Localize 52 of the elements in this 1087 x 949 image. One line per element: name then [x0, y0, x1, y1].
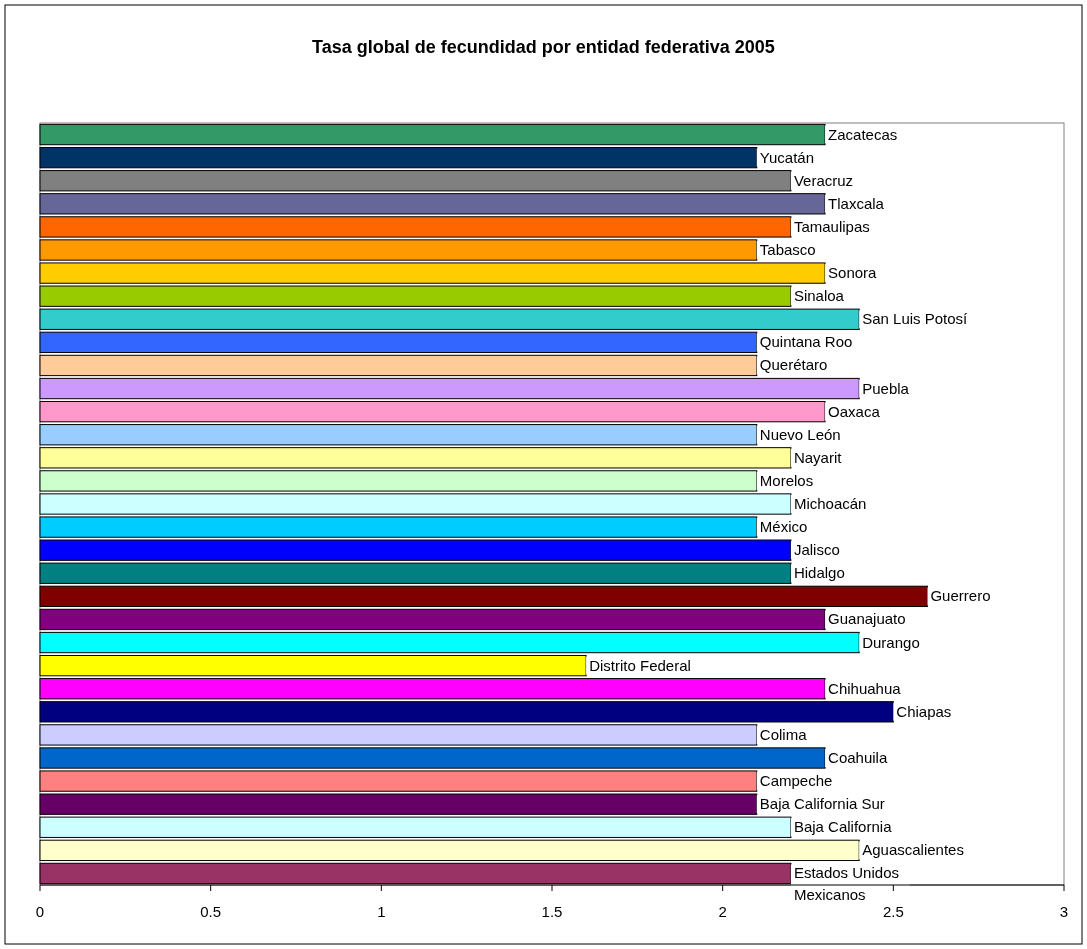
y-tick-label: Chiapas [896, 702, 952, 720]
chart-title: Tasa global de fecundidad por entidad federativa 2005 [312, 37, 775, 57]
y-tick-label: Michoacán [793, 495, 867, 512]
y-tick-label: Veracruz [793, 171, 854, 189]
bar [39, 400, 826, 423]
y-tick-label: Colima [759, 725, 808, 743]
x-tick-label: 0 [35, 903, 45, 920]
y-tick-label: Jalisco [793, 541, 840, 559]
y-tick-label: Querétaro [759, 356, 828, 374]
y-tick-label: Puebla [862, 379, 910, 397]
x-tick-label: 0.5 [200, 903, 222, 920]
bar [39, 654, 587, 677]
bar [39, 631, 860, 654]
x-tick-label: 2.5 [882, 903, 904, 920]
y-tick-label: Aguascalientes [862, 841, 964, 859]
bar [39, 123, 826, 146]
y-tick-label: Estados Unidos Mexicanos [793, 864, 899, 904]
bar [39, 585, 928, 608]
bar [39, 608, 826, 631]
y-tick-label: Baja California [793, 818, 893, 836]
y-tick-label: Campeche [759, 772, 833, 790]
bar [39, 377, 860, 400]
y-tick-label: Hidalgo [793, 564, 845, 582]
y-tick-label: Coahuila [828, 749, 888, 766]
x-tick-label: 1 [377, 903, 386, 920]
bar [39, 354, 758, 377]
y-tick-label: Tlaxcala [828, 194, 885, 212]
y-tick-label: Guanajuato [828, 610, 906, 628]
y-tick-label: Sinaloa [793, 287, 845, 305]
y-tick-label: Quintana Roo [759, 333, 853, 351]
y-tick-label: Distrito Federal [589, 656, 691, 674]
y-tick-label: San Luis Potosí [862, 310, 969, 328]
y-tick-label: Yucatán [759, 148, 815, 166]
bar [39, 331, 758, 354]
bar [39, 146, 758, 169]
y-tick-label: Tamaulipas [793, 217, 870, 235]
y-tick-label: México [759, 518, 808, 536]
y-tick-label: Zacatecas [828, 125, 898, 143]
x-tick-label: 1.5 [541, 903, 563, 920]
y-tick-label: Morelos [759, 471, 814, 489]
y-tick-label: Oaxaca [828, 402, 881, 420]
y-tick-label: Chihuahua [828, 679, 902, 697]
x-tick-label: 3 [1059, 903, 1069, 920]
y-tick-label: Baja California Sur [759, 795, 885, 813]
x-tick-label: 2 [718, 903, 727, 920]
bar [39, 839, 860, 862]
y-tick-label: Nuevo León [759, 425, 841, 443]
y-tick-label: Durango [862, 633, 920, 651]
y-tick-label: Sonora [828, 264, 878, 282]
y-tick-label: Tabasco [759, 241, 816, 258]
y-tick-label: Guerrero [930, 587, 991, 605]
y-tick-label: Nayarit [793, 448, 843, 466]
